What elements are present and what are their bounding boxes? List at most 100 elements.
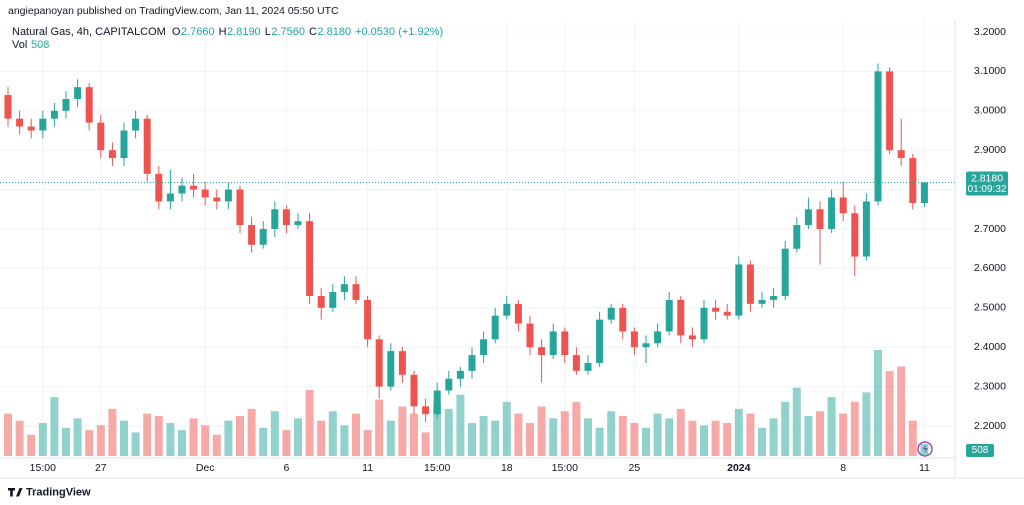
- candle-body: [120, 130, 128, 159]
- candle-body: [514, 303, 522, 324]
- x-tick-label: 15:00: [552, 462, 578, 474]
- volume-bar: [189, 418, 198, 456]
- candle-body: [793, 225, 801, 249]
- volume-bar: [502, 401, 511, 456]
- candle-body: [422, 406, 430, 415]
- candle-body: [909, 158, 917, 203]
- candle-body: [282, 209, 290, 226]
- volume-bar: [305, 390, 314, 456]
- candle-body: [804, 209, 812, 226]
- volume-bar: [827, 397, 836, 456]
- candle-body: [340, 284, 348, 293]
- candle-body: [584, 362, 592, 371]
- volume-bar: [816, 411, 824, 456]
- volume-bar: [108, 408, 117, 456]
- volume-bar: [781, 401, 790, 456]
- x-tick-label: 2024: [727, 462, 751, 474]
- volume-bar: [212, 434, 221, 456]
- candle-body: [213, 197, 221, 202]
- volume-bar: [653, 413, 662, 456]
- candle-body: [700, 307, 708, 340]
- volume-bar: [375, 399, 384, 456]
- volume-bar: [178, 430, 186, 456]
- volume-bar: [352, 413, 360, 456]
- candle-body: [236, 189, 244, 226]
- volume-bar: [746, 413, 755, 456]
- volume-bar: [15, 420, 24, 456]
- volume-bar: [560, 411, 569, 456]
- volume-bar: [236, 415, 244, 456]
- volume-bar: [804, 415, 813, 456]
- volume-bar: [676, 408, 685, 456]
- candle-body: [132, 118, 140, 131]
- candle-body: [607, 307, 615, 320]
- ohlc-value: 2.7660: [181, 26, 215, 38]
- candle-body: [85, 87, 93, 123]
- y-tick-label: 2.3000: [974, 380, 1006, 392]
- volume-bar: [874, 350, 882, 456]
- volume-bar: [224, 420, 233, 456]
- volume-bar: [850, 401, 859, 456]
- volume-bar: [96, 425, 105, 456]
- volume-bar: [131, 432, 140, 456]
- volume-bar: [38, 423, 47, 456]
- candle-body: [16, 118, 24, 127]
- volume-bar: [50, 397, 59, 456]
- x-tick-label: 27: [95, 462, 107, 474]
- candle-body: [897, 150, 905, 159]
- candle-body: [178, 185, 186, 194]
- ohlc-key: C: [309, 26, 317, 38]
- volume-bar: [73, 418, 82, 456]
- candle-body: [781, 248, 789, 296]
- candle-body: [375, 339, 383, 387]
- volume-bar: [340, 425, 349, 456]
- x-tick-label: Dec: [196, 462, 215, 474]
- volume-bar: [491, 420, 500, 456]
- volume-bar: [572, 401, 581, 456]
- legend: Natural Gas, 4h, CAPITALCOM Vol 508 O 2.7…: [12, 26, 443, 51]
- x-tick-label: 15:00: [424, 462, 450, 474]
- x-tick-label: 6: [283, 462, 289, 474]
- volume-bar: [618, 415, 627, 456]
- volume-bar: [410, 413, 418, 456]
- ohlc-key: L: [265, 26, 271, 38]
- volume-bar: [201, 425, 210, 456]
- ohlc-value: 2.7560: [271, 26, 305, 38]
- volume-bar: [27, 434, 36, 456]
- x-tick-label: 18: [501, 462, 513, 474]
- candle-body: [166, 193, 174, 202]
- candle-body: [50, 110, 58, 119]
- volume-bar: [62, 427, 70, 456]
- volume-bar: [294, 418, 302, 456]
- volume-bar: [839, 413, 848, 456]
- candle-body: [364, 299, 372, 340]
- candle-body: [468, 355, 476, 371]
- candle-body: [108, 150, 116, 159]
- candle-body: [735, 264, 743, 316]
- volume-bar: [897, 366, 906, 456]
- y-tick-label: 2.5000: [974, 302, 1006, 314]
- y-tick-label: 2.7000: [974, 223, 1006, 235]
- y-tick-label: 2.4000: [974, 341, 1006, 353]
- candle-body: [526, 323, 534, 348]
- candle-body: [410, 374, 418, 407]
- candle-body: [630, 331, 638, 348]
- last-price-label: 2.8180: [971, 172, 1003, 184]
- volume-bar: [433, 404, 442, 456]
- candle-body: [828, 197, 836, 229]
- candle-body: [642, 343, 650, 348]
- volume-bar: [537, 406, 546, 456]
- volume-bar: [363, 430, 372, 456]
- candle-body: [201, 189, 209, 198]
- candle-body: [433, 390, 441, 415]
- volume-bar: [444, 408, 453, 456]
- volume-bar: [792, 387, 801, 456]
- candle-body: [874, 71, 882, 202]
- volume-bar: [166, 423, 175, 456]
- candle-body: [27, 126, 35, 131]
- volume-bar: [398, 406, 407, 456]
- x-tick-label: 25: [629, 462, 641, 474]
- volume-bar: [270, 411, 279, 456]
- candle-body: [758, 299, 766, 304]
- candle-body: [688, 335, 696, 340]
